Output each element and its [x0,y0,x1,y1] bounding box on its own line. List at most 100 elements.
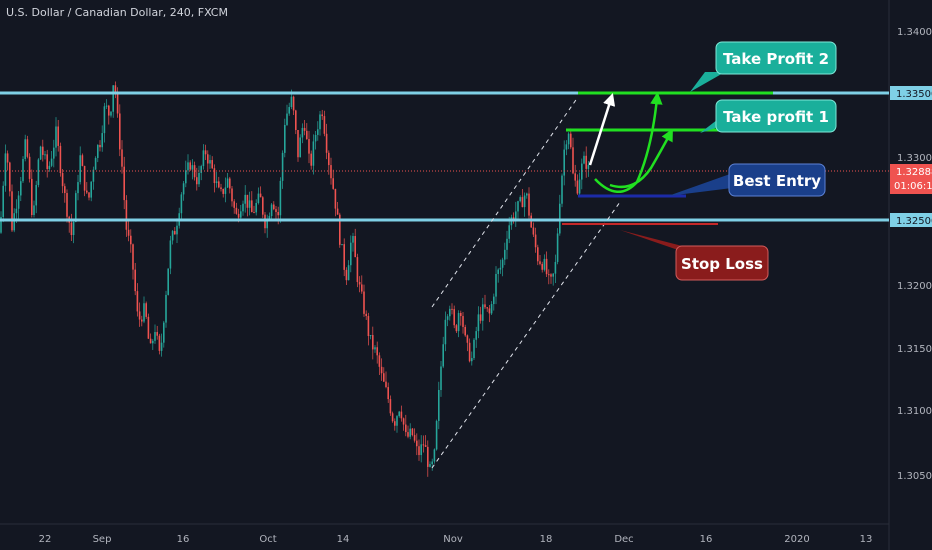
candle-body [160,342,163,351]
candle-body [90,181,92,198]
candle-body [112,85,114,112]
take-profit-1-arrow[interactable] [609,128,673,189]
candle-body [442,344,444,367]
candle-body [523,195,526,208]
candle-body [321,114,323,117]
candle-body [92,169,95,182]
candle-body [310,153,312,166]
channel-upper-line[interactable] [431,96,579,308]
candle-body [156,332,158,336]
take-profit-1-callout[interactable]: Take profit 1 [700,99,837,133]
candle-body [119,113,121,150]
candle-body [306,130,308,140]
candle-body [88,192,90,198]
symbol-title[interactable]: U.S. Dollar / Canadian Dollar, 240, FXCM [6,6,228,19]
candle-body [35,184,37,206]
candle-body [334,188,337,209]
candle-body [378,355,381,367]
candle-body [81,155,84,166]
candle-body [429,464,431,467]
candle-body [211,160,213,169]
candle-body [33,205,35,216]
candle-body [468,342,471,362]
candle-body [451,308,453,310]
impulse-arrow[interactable] [588,93,616,166]
candle-body [266,220,268,229]
candle-body [28,156,31,179]
candle-body [455,325,458,332]
candle-body [299,137,301,158]
candle-body [350,242,352,266]
candle-body [323,116,326,134]
best-entry-callout[interactable]: Best Entry [668,163,826,197]
candle-body [292,96,295,111]
candle-body [202,150,205,167]
candle-body [301,127,304,138]
candle-body [165,294,167,323]
candle-body [64,186,66,194]
candle-body [341,244,343,246]
candle-body [583,155,585,164]
candle-body [4,153,7,186]
candle-body [328,152,330,166]
candle-body [248,200,251,208]
time-tick-label: 16 [177,534,190,545]
candle-body [182,183,185,195]
candle-body [244,194,246,204]
candle-body [508,225,510,239]
candle-body [336,208,339,215]
candle-body [418,446,420,456]
time-tick-label: 2020 [784,534,809,545]
support-price-tag [890,213,932,227]
candle-body [308,139,310,154]
candle-body [83,165,86,191]
candle-body [42,146,44,155]
candle-body [473,339,475,359]
candle-body [55,126,57,148]
candle-body [528,193,530,216]
current-price-value: 1.32888 [896,167,932,178]
stop-loss-label: Stop Loss [681,255,763,273]
candle-body [363,291,365,314]
channel-lower-line[interactable] [431,201,621,469]
price-axis[interactable]: 1.34000 1.33000 1.32000 1.31500 1.31000 … [890,27,932,482]
candle-body [372,335,374,350]
candle-body [57,126,59,146]
candle-body [103,106,106,134]
candle-body [189,162,191,170]
candle-body [17,195,20,209]
candle-body [290,96,293,108]
take-profit-2-callout[interactable]: Take Profit 2 [690,41,837,92]
candle-body [136,291,139,312]
candle-body [347,265,350,281]
stop-loss-callout[interactable]: Stop Loss [620,230,769,281]
candle-body [121,149,123,167]
candle-body [123,166,125,201]
candle-body [277,212,279,216]
candle-body [402,418,405,425]
candle-body [444,319,447,345]
candle-body [475,331,477,340]
candle-body [576,180,579,194]
candle-body [312,141,315,166]
candle-body [94,157,97,170]
candle-body [200,166,202,173]
candle-body [233,201,235,208]
candle-body [196,177,198,185]
candle-body [66,193,68,217]
resistance-price-tag [890,86,932,100]
candle-body [446,316,449,320]
candle-body [317,129,319,135]
candle-body [180,194,183,214]
candle-body [9,162,11,192]
candle-body [22,158,24,182]
candle-body [158,335,161,351]
candle-body [207,154,209,164]
candle-body [152,340,154,344]
candle-body [251,200,253,213]
candle-body [2,185,4,217]
candle-body [396,416,398,426]
candle-body [99,144,101,148]
time-axis[interactable]: 22 Sep 16 Oct 14 Nov 18 Dec 16 2020 13 [39,534,873,545]
